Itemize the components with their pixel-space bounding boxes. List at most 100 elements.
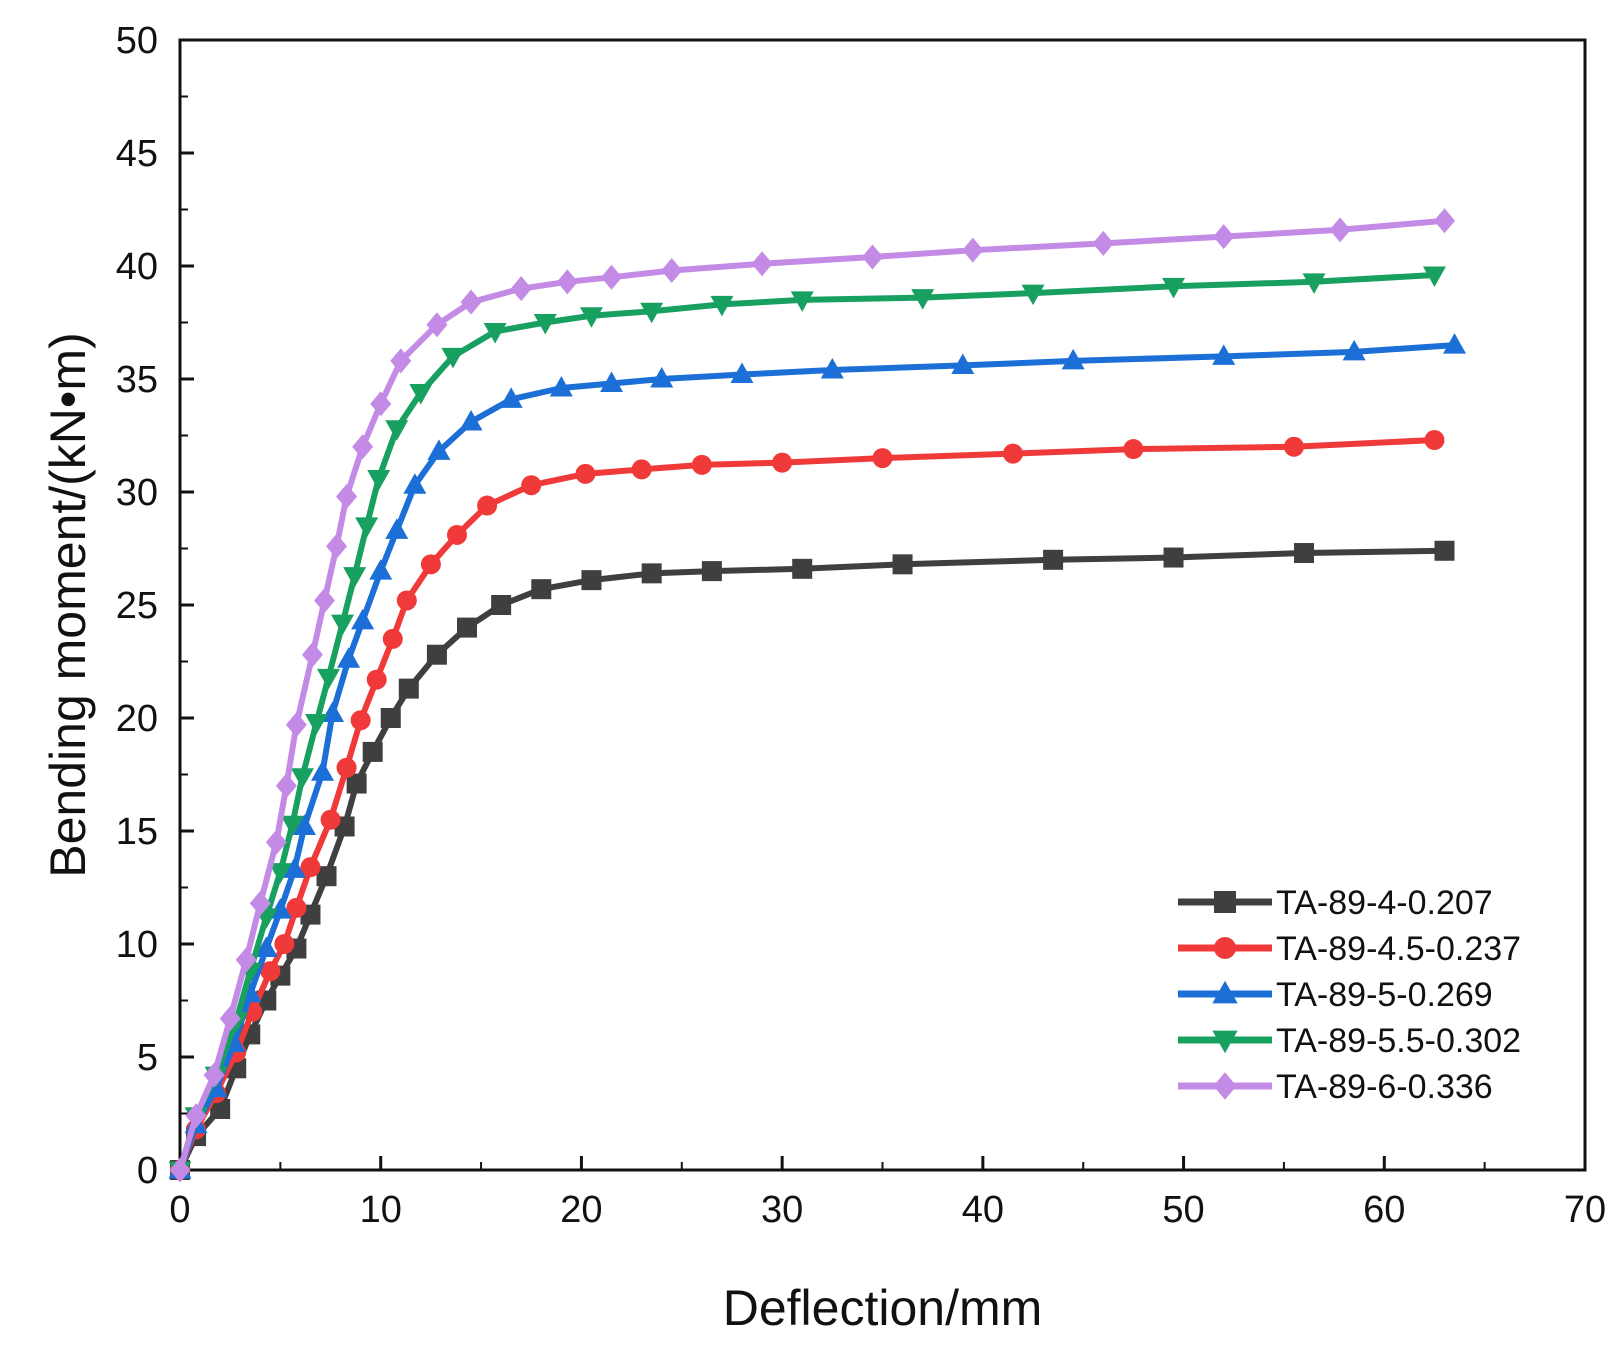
data-point — [396, 590, 417, 611]
data-point — [1043, 549, 1064, 570]
y-tick-label: 0 — [137, 1150, 158, 1192]
data-point — [352, 434, 374, 460]
data-point — [499, 387, 523, 408]
data-point — [730, 362, 754, 383]
data-point — [631, 459, 652, 480]
data-point — [1123, 439, 1144, 460]
data-point — [533, 314, 557, 335]
data-point — [650, 367, 674, 388]
data-point — [286, 897, 307, 918]
data-point — [346, 773, 367, 794]
data-point — [640, 302, 664, 324]
data-point — [441, 347, 465, 369]
series-5 — [169, 208, 1455, 1183]
data-point — [420, 554, 441, 575]
data-point — [292, 814, 316, 835]
data-point — [316, 866, 337, 887]
data-point — [751, 251, 773, 277]
data-point — [521, 475, 542, 496]
y-tick-label: 15 — [116, 811, 158, 853]
data-point — [254, 936, 278, 958]
data-point — [321, 701, 345, 722]
data-point — [249, 890, 271, 916]
y-tick-label: 50 — [116, 20, 158, 62]
legend-marker — [1214, 937, 1236, 959]
data-point — [275, 773, 297, 799]
y-tick-label: 5 — [137, 1037, 158, 1079]
legend-marker — [1212, 980, 1238, 1004]
data-point — [1434, 540, 1455, 561]
legend-entry: TA-89-4.5-0.237 — [1178, 930, 1521, 968]
data-point — [872, 448, 893, 469]
data-point — [367, 469, 391, 491]
data-point — [390, 348, 412, 374]
y-axis-title: Bending moment/(kN•m) — [40, 332, 96, 877]
data-point — [380, 708, 401, 728]
data-point — [701, 561, 722, 582]
data-point — [1213, 224, 1235, 250]
data-point — [274, 934, 295, 954]
data-point — [460, 289, 482, 315]
data-point — [382, 628, 403, 649]
x-axis-title: Deflection/mm — [723, 1280, 1043, 1336]
data-point — [351, 608, 375, 630]
data-point — [510, 276, 532, 302]
data-point — [556, 269, 578, 295]
data-point — [581, 570, 602, 591]
y-tick-label: 45 — [116, 133, 158, 175]
y-tick-label: 40 — [116, 246, 158, 288]
data-point — [185, 1103, 207, 1129]
data-point — [661, 258, 683, 284]
data-point — [491, 595, 512, 615]
data-point — [385, 420, 409, 441]
legend-marker — [1213, 1072, 1237, 1100]
data-point — [426, 312, 448, 338]
legend-entry: TA-89-5.5-0.302 — [1178, 1022, 1521, 1060]
data-point — [1422, 266, 1446, 288]
data-point — [210, 1098, 231, 1119]
data-point — [285, 712, 307, 738]
data-point — [1002, 443, 1023, 464]
data-point — [265, 829, 287, 855]
data-point — [290, 768, 314, 789]
data-point — [600, 371, 624, 393]
data-point — [691, 454, 712, 475]
data-point — [951, 353, 975, 374]
x-tick-label: 20 — [560, 1189, 602, 1231]
legend-label: TA-89-5-0.269 — [1276, 976, 1493, 1014]
data-point — [336, 757, 357, 778]
data-point — [962, 237, 984, 263]
data-point — [483, 323, 507, 344]
data-point — [1329, 217, 1351, 243]
y-tick-label: 30 — [116, 472, 158, 514]
y-tick-label: 25 — [116, 585, 158, 627]
data-point — [426, 644, 447, 665]
x-tick-label: 70 — [1564, 1189, 1606, 1231]
data-point — [911, 289, 935, 310]
legend-entry: TA-89-6-0.336 — [1178, 1068, 1493, 1106]
axis-ticks: 0 10 20 30 40 50 60 70 0 5 10 15 20 25 30 35 40 45 50 — [116, 20, 1606, 1231]
legend-entry: TA-89-5-0.269 — [1178, 976, 1493, 1014]
data-point — [385, 518, 409, 539]
data-point — [311, 760, 335, 781]
data-point — [792, 558, 813, 579]
data-point — [369, 559, 393, 580]
data-point — [549, 376, 573, 397]
data-point — [326, 533, 348, 559]
data-point — [710, 295, 734, 317]
legend-entry: TA-89-4-0.207 — [1178, 884, 1493, 922]
data-point — [203, 1062, 225, 1088]
legend-label: TA-89-5.5-0.302 — [1276, 1022, 1521, 1060]
data-point — [1283, 436, 1304, 457]
data-point — [343, 567, 367, 588]
data-point — [235, 947, 257, 973]
series-layer — [168, 208, 1467, 1183]
data-point — [280, 815, 304, 837]
data-point — [1294, 543, 1314, 564]
x-tick-label: 40 — [962, 1189, 1004, 1231]
data-point — [350, 710, 371, 731]
data-point — [337, 647, 361, 668]
y-tick-label: 35 — [116, 359, 158, 401]
y-tick-label: 20 — [116, 698, 158, 740]
